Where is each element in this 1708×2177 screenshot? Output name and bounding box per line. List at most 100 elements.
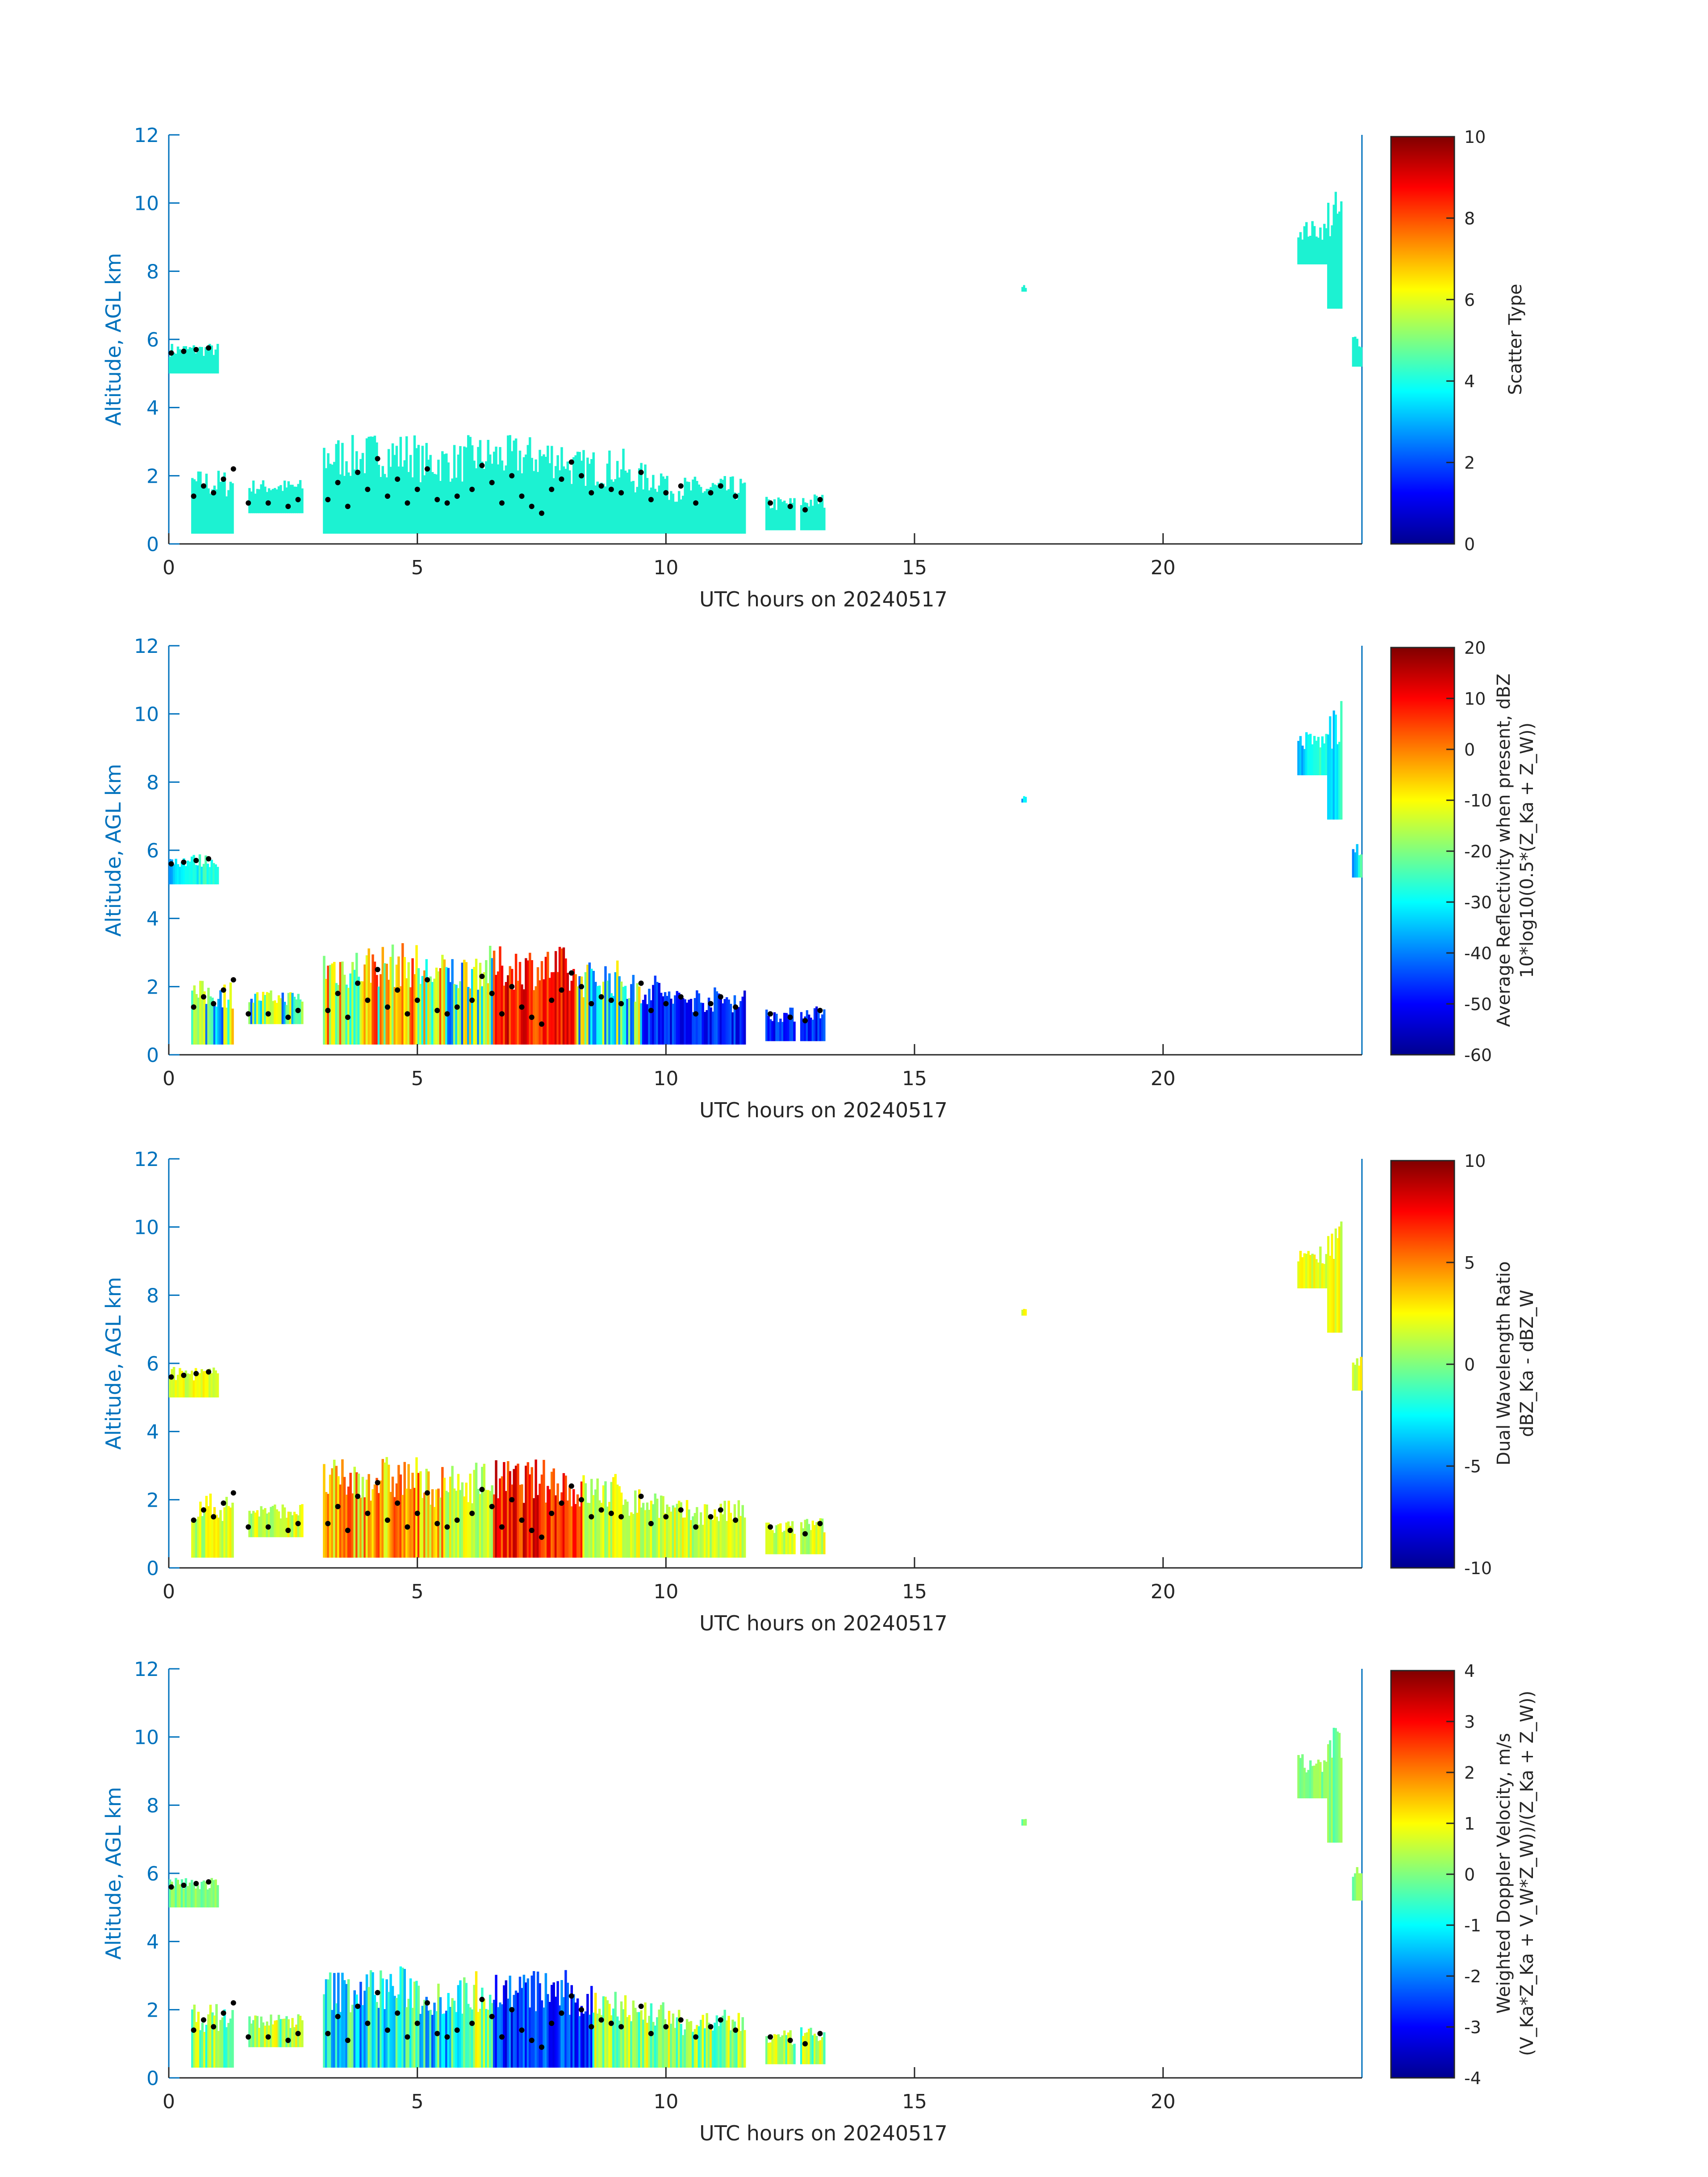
mlh-point: [509, 2007, 515, 2013]
data-cell: [205, 347, 207, 374]
data-cell: [552, 478, 555, 534]
data-cell: [381, 466, 384, 534]
data-cell: [666, 2029, 668, 2068]
data-cell: [327, 1979, 330, 2068]
data-cell: [1323, 1264, 1326, 1289]
data-cell: [192, 855, 195, 885]
mlh-point: [559, 476, 564, 482]
data-cell: [349, 1472, 352, 1558]
data-cell: [333, 462, 336, 534]
mlh-point: [454, 1517, 460, 1523]
data-cell: [1338, 1733, 1341, 1843]
data-cell: [270, 990, 272, 1024]
mlh-point: [469, 997, 475, 1003]
data-cell: [353, 1990, 356, 2068]
data-cell: [361, 981, 364, 1045]
data-cell: [271, 2024, 274, 2047]
data-cell: [277, 995, 280, 1024]
data-cell: [1354, 1365, 1357, 1391]
data-cell: [685, 1500, 689, 1558]
data-cell: [562, 466, 565, 534]
data-cell: [596, 2014, 599, 2068]
data-cell: [813, 1008, 816, 1041]
data-cell: [714, 987, 716, 1045]
cloud-field: [169, 1728, 1362, 2068]
data-cell: [715, 991, 718, 1045]
data-cell: [343, 476, 346, 534]
data-cell: [291, 993, 294, 1024]
mlh-point: [285, 2038, 291, 2043]
data-cell: [696, 2025, 698, 2068]
data-cell: [741, 1505, 744, 1558]
mlh-point: [539, 1534, 544, 1540]
data-cell: [1315, 740, 1318, 776]
data-cell: [194, 353, 197, 374]
data-cell: [333, 1459, 336, 1558]
data-cell: [821, 495, 824, 531]
data-cell: [202, 1880, 205, 1908]
mlh-point: [663, 1001, 669, 1007]
data-cell: [664, 1513, 667, 1558]
data-cell: [644, 464, 647, 534]
data-cell: [401, 1968, 404, 2068]
data-cell: [281, 992, 284, 1024]
data-cell: [596, 986, 599, 1045]
data-cell: [539, 980, 541, 1045]
data-cell: [333, 1973, 336, 2068]
data-cell: [221, 2017, 224, 2068]
data-cell: [473, 967, 476, 1045]
data-cell: [703, 1011, 706, 1045]
data-cell: [652, 2022, 655, 2068]
data-cell: [169, 1378, 171, 1398]
data-cell: [250, 999, 253, 1024]
data-cell: [199, 2030, 202, 2068]
mlh-point: [325, 2031, 331, 2036]
data-cell: [572, 1994, 575, 2068]
data-cell: [437, 971, 440, 1045]
data-cell: [479, 440, 482, 534]
data-cell: [201, 981, 204, 1045]
colorbar-tick-label: 2: [1464, 453, 1475, 473]
data-cell: [648, 2016, 651, 2068]
mlh-point: [817, 497, 823, 502]
data-cell: [391, 1476, 394, 1558]
mlh-point: [285, 1528, 291, 1534]
data-cell: [497, 1498, 500, 1558]
data-cell: [596, 1478, 599, 1558]
data-cell: [1336, 213, 1339, 309]
data-cell: [193, 479, 196, 534]
mlh-point: [200, 994, 206, 1000]
data-cell: [373, 1484, 376, 1558]
data-cell: [180, 1879, 184, 1908]
data-cell: [584, 2011, 587, 2068]
mlh-point: [638, 469, 644, 475]
data-cell: [670, 1512, 672, 1558]
data-cell: [407, 1464, 410, 1558]
data-cell: [656, 2017, 659, 2068]
data-cell: [789, 498, 792, 531]
data-cell: [335, 983, 338, 1045]
mlh-point: [405, 1524, 410, 1530]
data-cell: [684, 477, 686, 534]
data-cell: [369, 1970, 372, 2068]
data-cell: [415, 945, 418, 1045]
data-cell: [517, 470, 519, 534]
data-cell: [526, 445, 530, 534]
data-cell: [367, 436, 370, 534]
data-cell: [1321, 1772, 1324, 1799]
mlh-point: [211, 2024, 217, 2030]
data-cell: [562, 1473, 565, 1558]
data-cell: [518, 1976, 522, 2068]
data-cell: [628, 1516, 631, 1558]
data-cell: [743, 1517, 746, 1558]
data-cell: [493, 451, 496, 534]
data-cell: [248, 2016, 251, 2047]
data-cell: [725, 490, 728, 534]
mlh-point: [787, 2038, 793, 2043]
data-cell: [491, 464, 493, 534]
colorbar-tick-label: 10: [1464, 127, 1486, 147]
data-cell: [427, 1471, 430, 1558]
data-cell: [180, 1371, 184, 1398]
data-cell: [670, 999, 672, 1045]
